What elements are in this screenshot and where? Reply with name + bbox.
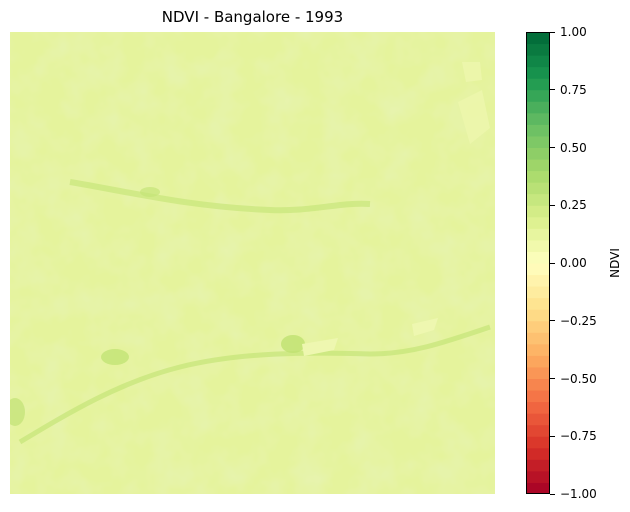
colorbar-level xyxy=(526,124,550,137)
colorbar-level xyxy=(526,43,550,56)
colorbar-tick-mark xyxy=(550,147,555,148)
colorbar-level xyxy=(526,135,550,148)
colorbar-level xyxy=(526,55,550,68)
colorbar-level xyxy=(526,459,550,472)
colorbar-level xyxy=(526,436,550,449)
vegetation-patch xyxy=(140,187,160,197)
colorbar-level xyxy=(526,343,550,356)
colorbar xyxy=(526,32,550,494)
colorbar-level xyxy=(526,78,550,91)
ndvi-heatmap xyxy=(10,32,495,494)
colorbar-level xyxy=(526,101,550,114)
colorbar-level xyxy=(526,332,550,345)
vegetation-patch xyxy=(10,398,25,426)
colorbar-level xyxy=(526,413,550,426)
colorbar-tick-label: −0.50 xyxy=(560,371,597,386)
colorbar-level xyxy=(526,66,550,79)
colorbar-tick-label: −0.75 xyxy=(560,429,597,444)
colorbar-level xyxy=(526,390,550,403)
colorbar-level xyxy=(526,378,550,391)
colorbar-tick-mark xyxy=(550,204,555,206)
colorbar-tick-mark xyxy=(550,262,555,264)
colorbar-level xyxy=(526,263,550,276)
colorbar-level xyxy=(526,482,550,494)
colorbar-tick-mark xyxy=(550,89,555,91)
colorbar-level xyxy=(526,239,550,252)
colorbar-level xyxy=(526,193,550,206)
colorbar-level xyxy=(526,112,550,125)
colorbar-tick-label: 0.50 xyxy=(560,140,587,155)
colorbar-level xyxy=(526,297,550,310)
colorbar-level xyxy=(526,274,550,287)
colorbar-level xyxy=(526,228,550,241)
colorbar-level xyxy=(526,424,550,437)
colorbar-tick-label: 0.00 xyxy=(560,256,587,270)
colorbar-level xyxy=(526,170,550,183)
colorbar-tick-mark xyxy=(550,435,555,437)
bare-patch xyxy=(302,338,338,356)
colorbar-level xyxy=(526,366,550,379)
colorbar-level xyxy=(526,320,550,333)
colorbar-level xyxy=(526,159,550,172)
bare-patch xyxy=(462,62,482,82)
heatmap-texture xyxy=(10,32,495,494)
colorbar-tick-label: −0.25 xyxy=(560,313,597,328)
vegetation-streak-upper xyxy=(69,179,371,214)
colorbar-border xyxy=(526,32,550,494)
colorbar-level xyxy=(526,309,550,322)
vegetation-patch xyxy=(101,349,129,365)
vegetation-patch xyxy=(281,335,305,353)
bare-patch xyxy=(458,90,490,144)
colorbar-level xyxy=(526,89,550,102)
chart-title: NDVI - Bangalore - 1993 xyxy=(161,8,344,26)
colorbar-level xyxy=(526,470,550,483)
colorbar-tick-label: 0.75 xyxy=(560,82,587,97)
colorbar-tick-label: 1.00 xyxy=(560,25,587,39)
bare-patch xyxy=(412,318,438,336)
colorbar-level xyxy=(526,355,550,368)
colorbar-label: NDVI xyxy=(608,248,622,278)
colorbar-level xyxy=(526,205,550,218)
colorbar-level xyxy=(526,147,550,160)
colorbar-level xyxy=(526,32,550,45)
colorbar-level xyxy=(526,286,550,299)
colorbar-level xyxy=(526,216,550,229)
colorbar-tick-mark xyxy=(550,31,555,33)
colorbar-tick-label: 0.25 xyxy=(560,198,587,213)
colorbar-tick-mark xyxy=(550,493,555,495)
vegetation-streak-lower xyxy=(18,324,491,445)
colorbar-level xyxy=(526,182,550,195)
colorbar-level xyxy=(526,251,550,264)
colorbar-level xyxy=(526,447,550,460)
colorbar-tick-mark xyxy=(550,378,555,379)
colorbar-tick-label: −1.00 xyxy=(560,487,597,501)
colorbar-level xyxy=(526,401,550,414)
colorbar-tick-mark xyxy=(550,320,555,322)
